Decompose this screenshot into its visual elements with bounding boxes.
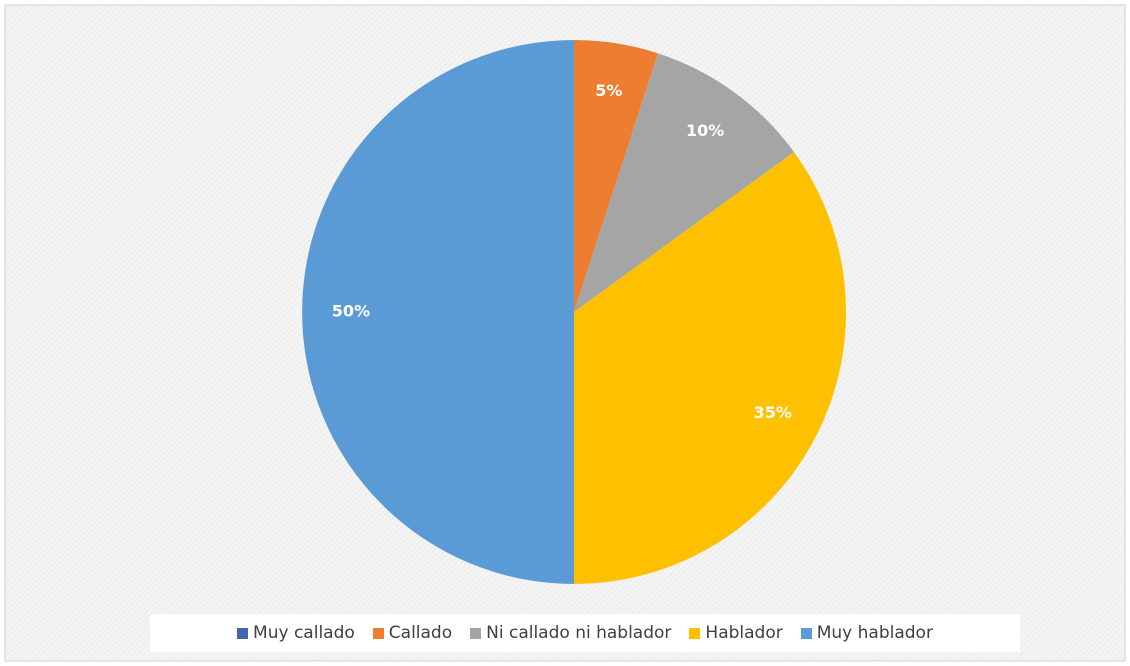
data-label: 10% xyxy=(686,121,724,140)
legend: Muy callado Callado Ni callado ni hablador… xyxy=(150,614,1020,652)
data-label: 35% xyxy=(754,403,792,422)
data-label: 5% xyxy=(595,81,622,100)
legend-item: Muy callado xyxy=(237,623,355,643)
legend-label: Hablador xyxy=(705,623,783,643)
legend-swatch xyxy=(372,627,384,639)
legend-swatch xyxy=(470,627,482,639)
legend-label: Callado xyxy=(388,623,453,643)
pie-slice xyxy=(574,53,795,313)
legend-label: Ni callado ni hablador xyxy=(486,623,672,643)
legend-swatch xyxy=(689,627,701,639)
legend-item: Callado xyxy=(372,623,453,643)
legend-item: Muy hablador xyxy=(800,623,933,643)
legend-item: Hablador xyxy=(689,623,783,643)
legend-swatch xyxy=(237,627,249,639)
legend-label: Muy callado xyxy=(253,623,355,643)
legend-label: Muy hablador xyxy=(816,623,933,643)
pie-slice xyxy=(574,152,846,584)
data-label: 50% xyxy=(332,302,370,321)
legend-item: Ni callado ni hablador xyxy=(470,623,671,643)
legend-swatch xyxy=(800,627,812,639)
pie-slice xyxy=(302,40,574,584)
pie-slice xyxy=(574,40,659,312)
pie: 5% 10% 35% 50% xyxy=(302,40,846,584)
